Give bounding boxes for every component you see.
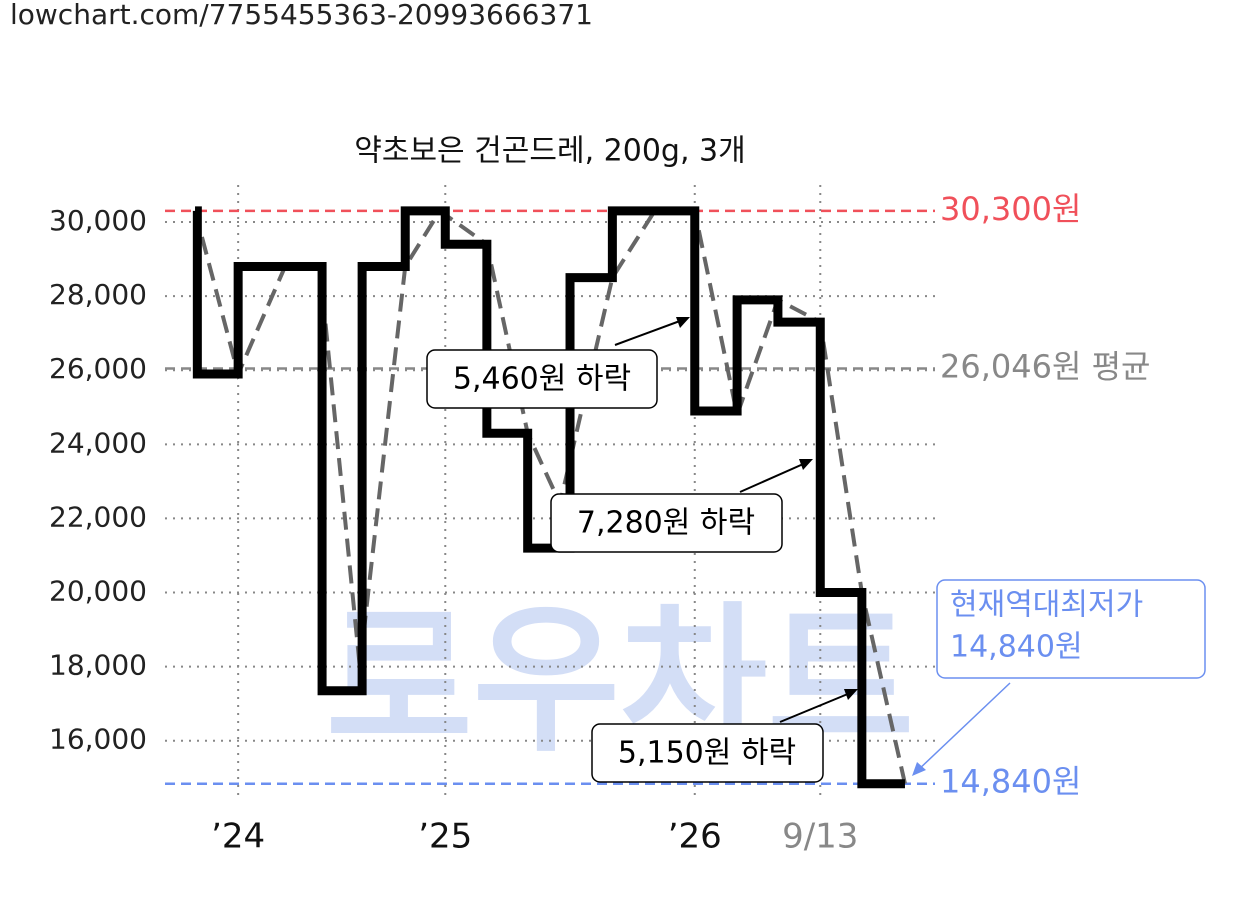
y-tick-label: 20,000 xyxy=(49,575,147,608)
x-tick-label: 9/13 xyxy=(782,817,858,857)
annotations: 5,460원 하락 7,280원 하락 5,150원 하락 현재역대최저가 14… xyxy=(426,317,1206,783)
chart-title: 약초보은 건곤드레, 200g, 3개 xyxy=(354,134,745,169)
url: lowchart.com/7755455363-20993666371 xyxy=(10,0,593,31)
y-tick-label: 18,000 xyxy=(49,649,147,682)
reference-label: 14,840원 xyxy=(940,763,1081,801)
callout-text: 14,840원 xyxy=(950,630,1083,665)
arrow-head xyxy=(844,689,858,700)
y-tick-label: 28,000 xyxy=(49,278,147,311)
x-tick-label: ’25 xyxy=(418,817,472,857)
plot: 30,300원 26,046원 평균 14,840원 xyxy=(165,190,1150,801)
y-tick-label: 24,000 xyxy=(49,426,147,459)
callout-box xyxy=(936,579,1206,679)
reference-label: 30,300원 xyxy=(940,190,1081,228)
annotation: 7,280원 하락 xyxy=(577,506,755,541)
arrow-head xyxy=(676,317,690,328)
arrow-head xyxy=(799,459,813,470)
x-tick-label: ’26 xyxy=(668,817,722,857)
callout-arrow xyxy=(915,682,1011,773)
price-line xyxy=(192,206,905,789)
x-tick-label: ’24 xyxy=(211,817,265,857)
y-tick-label: 26,000 xyxy=(49,352,147,385)
annotation-box xyxy=(591,723,824,783)
callout-text: 현재역대최저가 xyxy=(950,588,1143,623)
annotation-box xyxy=(550,493,783,553)
arrow xyxy=(739,460,811,493)
y-tick-label: 16,000 xyxy=(49,723,147,756)
arrow xyxy=(614,317,689,346)
reference-label: 26,046원 평균 xyxy=(940,348,1150,386)
arrow xyxy=(779,690,856,723)
arrow-head xyxy=(912,762,926,776)
grid: 16,000 18,000 20,000 22,000 24,000 26,000 28,0… xyxy=(49,185,935,857)
annotation-box xyxy=(426,349,658,409)
y-tick-label: 22,000 xyxy=(49,500,147,533)
annotation: 5,460원 하락 xyxy=(453,362,631,397)
y-tick-label: 30,000 xyxy=(49,204,147,237)
annotation: 5,150원 하락 xyxy=(618,736,796,771)
